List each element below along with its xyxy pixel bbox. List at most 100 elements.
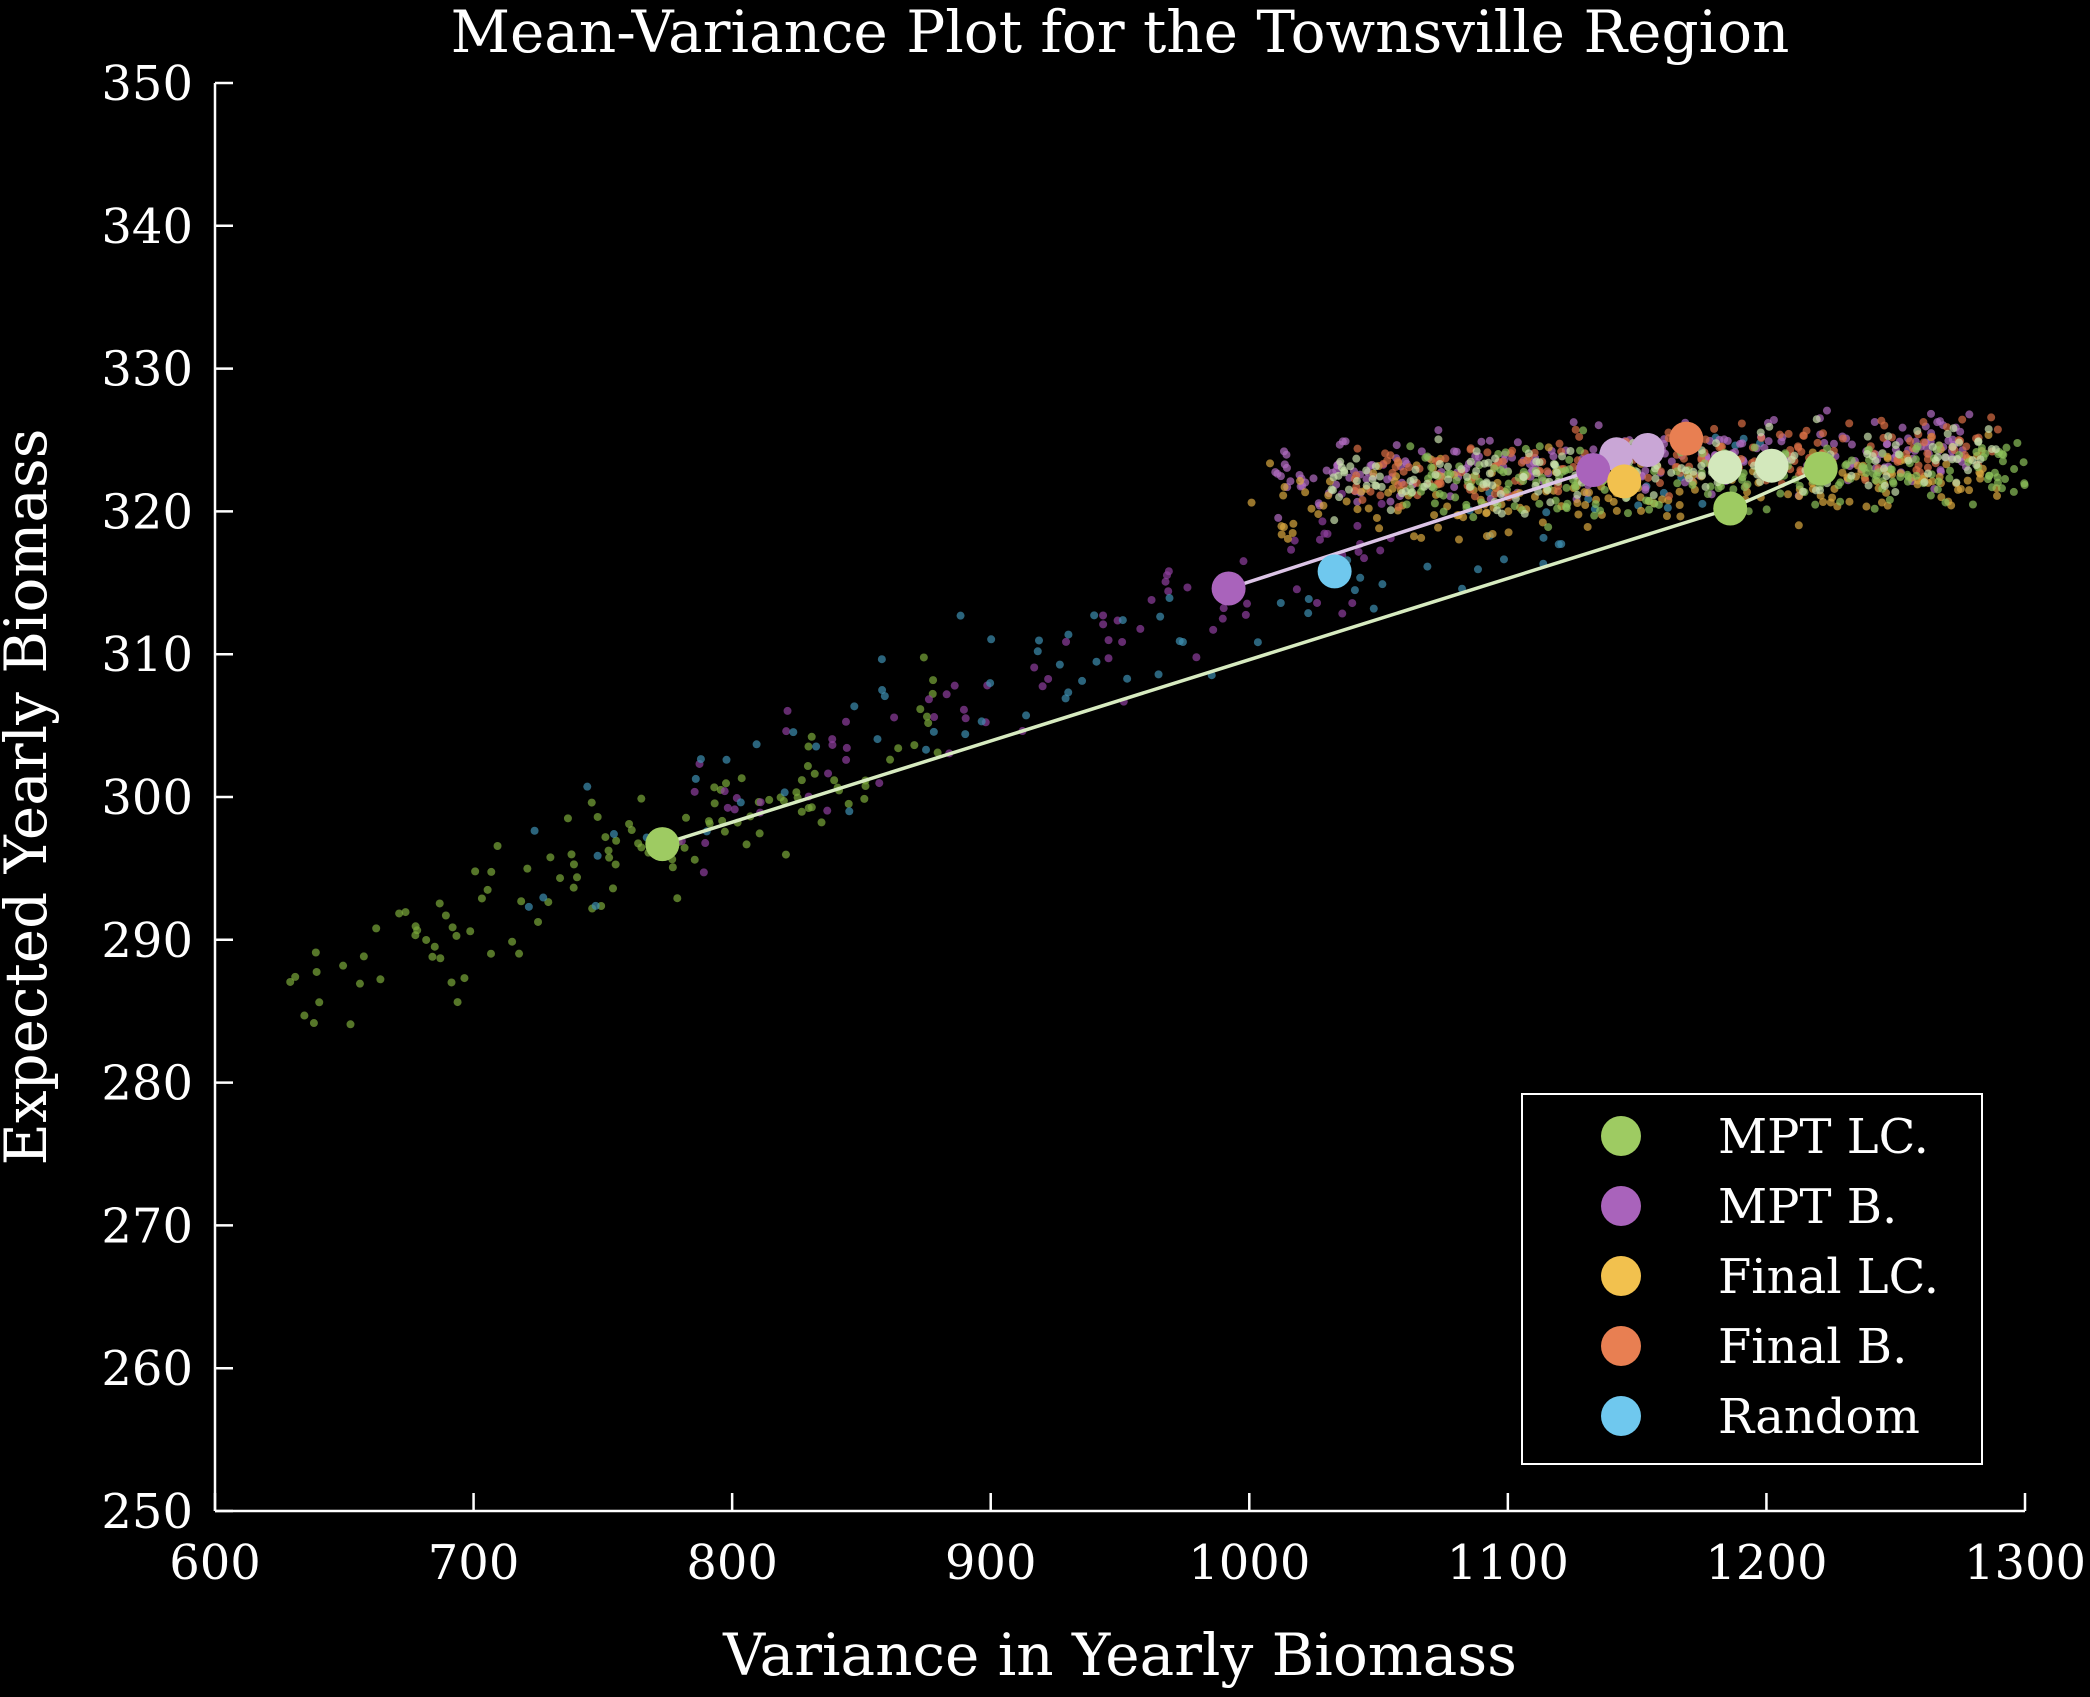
cloud-point [563,814,572,823]
cloud-point [1209,625,1218,634]
y-tick-label: 350 [101,56,193,112]
series-point [1803,451,1838,486]
cloud-point [493,842,502,851]
cloud-point [1703,490,1712,499]
cloud-point [1386,506,1395,515]
cloud-point [1794,521,1803,530]
cloud-point [1663,503,1672,512]
cloud-point [1391,462,1400,471]
cloud-point [956,611,965,620]
cloud-point [742,840,751,849]
cloud-point [1882,472,1891,481]
cloud-point [1884,432,1893,441]
cloud-point [609,830,618,839]
cloud-point [1431,470,1440,479]
cloud-point [1154,670,1163,679]
cloud-point [1649,491,1658,500]
cloud-point [612,836,621,845]
cloud-point [1811,500,1820,509]
legend-marker [1601,1326,1641,1366]
cloud-point [1319,501,1328,510]
cloud-point [1274,513,1283,522]
cloud-point [395,909,404,918]
cloud-point [841,717,850,726]
series-point [1669,421,1704,456]
cloud-point [1972,448,1981,457]
cloud-point [1362,481,1371,490]
cloud-point [453,998,462,1007]
series-point [1317,554,1352,589]
cloud-point [1353,505,1362,514]
cloud-point [1318,517,1327,526]
cloud-point [779,797,788,806]
cloud-point [1836,497,1845,506]
cloud-point [517,897,526,906]
cloud-point [1434,523,1443,532]
cloud-point [810,769,819,778]
cloud-point [1368,475,1377,484]
cloud-point [894,744,903,753]
cloud-point [1575,432,1584,441]
cloud-point [1612,506,1621,515]
cloud-point [1504,507,1513,516]
cloud-point [1765,422,1774,431]
cloud-point [1386,497,1395,506]
cloud-point [1504,528,1513,537]
cloud-point [1878,449,1887,458]
cloud-point [1562,483,1571,492]
cloud-point [346,1020,355,1029]
x-tick-label: 900 [945,1535,1037,1591]
cloud-point [1550,461,1559,470]
cloud-point [803,762,812,771]
cloud-point [1444,475,1453,484]
cloud-point [1819,497,1828,506]
background-point-clouds [286,406,2029,1029]
cloud-point [1964,466,1973,475]
legend: MPT LC. MPT B. Final LC. Final B. Random [1521,1093,1983,1465]
cloud-point [1819,429,1828,438]
cloud-point [1684,474,1693,483]
cloud-point [1376,546,1385,555]
cloud-point [710,799,719,808]
cloud-point [1090,611,1099,620]
cloud-point [1435,459,1444,468]
cloud-point [933,748,942,757]
cloud-point [1388,484,1397,493]
frontier-line [661,466,1822,846]
cloud-point [1976,469,1985,478]
cloud-point [1847,471,1856,480]
cloud-point [1371,481,1380,490]
y-tick-label: 260 [101,1341,193,1397]
cloud-point [1667,457,1676,466]
cloud-point [1377,499,1386,508]
cloud-point [1457,465,1466,474]
cloud-point [1503,485,1512,494]
cloud-point [1162,571,1171,580]
cloud-point [1504,467,1513,476]
cloud-point [1862,469,1871,478]
cloud-point [1862,502,1871,511]
cloud-point [569,860,578,869]
cloud-point [1277,522,1286,531]
cloud-point [1344,485,1353,494]
cloud-point [1863,432,1872,441]
cloud-point [1882,440,1891,449]
cloud-point [1923,463,1932,472]
cloud-point [1637,506,1646,515]
cloud-point [605,853,614,862]
cloud-point [1566,446,1575,455]
cloud-point [1949,424,1958,433]
cloud-point [877,655,886,664]
cloud-point [1845,419,1854,428]
cloud-point [1738,475,1747,484]
cloud-point [1408,488,1417,497]
cloud-point [1324,491,1333,500]
cloud-point [1504,479,1513,488]
cloud-point [987,635,996,644]
cloud-point [1542,508,1551,517]
cloud-point [720,787,729,796]
cloud-point [1301,488,1310,497]
cloud-point [1999,450,2008,459]
cloud-point [1218,614,1227,623]
cloud-point [1499,555,1508,564]
